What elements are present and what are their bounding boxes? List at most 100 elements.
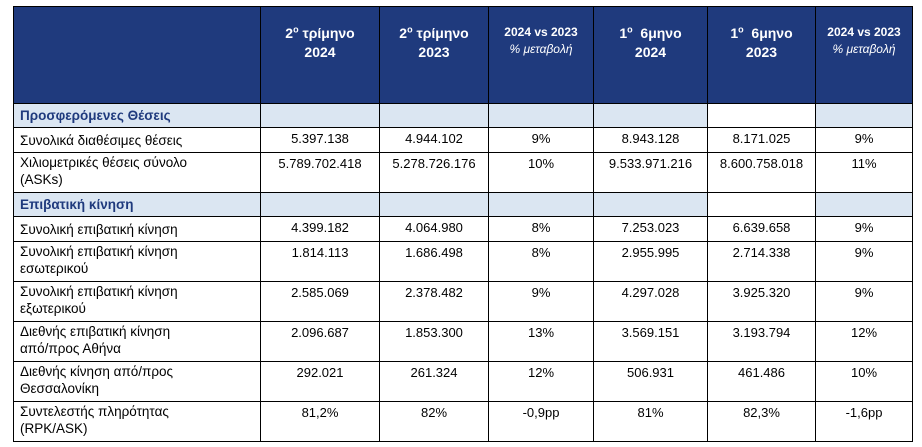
- table-row: Συνολική επιβατική κίνηση εσωτερικού 1.814…: [13, 241, 913, 282]
- header-compare-title: 2024 vs 2023: [504, 25, 578, 39]
- change-cell: 10%: [488, 152, 594, 193]
- value-cell: 3.925.320: [707, 281, 816, 322]
- row-label-line1: Συνολική επιβατική κίνηση: [20, 244, 178, 259]
- change-cell: 9%: [815, 216, 913, 242]
- change-cell: 12%: [815, 321, 913, 362]
- change-cell: -1,6pp: [815, 401, 913, 442]
- value-cell: 1.686.498: [379, 241, 489, 282]
- value-cell: 1.814.113: [260, 241, 380, 282]
- change-cell: 12%: [488, 361, 594, 402]
- header-period: τρίμηνο: [416, 25, 469, 41]
- row-label: Συντελεστής πληρότητας (RPK/ASK): [13, 401, 261, 442]
- value-cell: 3.569.151: [593, 321, 708, 362]
- row-label-line2: εσωτερικού: [20, 261, 89, 276]
- change-cell: 8%: [488, 241, 594, 282]
- table-row: Χιλιομετρικές θέσεις σύνολο (ASKs) 5.789.7…: [13, 152, 913, 193]
- col-header-q2-2024: 2ο τρίμηνο 2024: [260, 6, 380, 104]
- value-cell: 2.378.482: [379, 281, 489, 322]
- value-cell: 5.278.726.176: [379, 152, 489, 193]
- header-compare-sub: % μεταβολή: [832, 42, 896, 56]
- value-cell: 2.096.687: [260, 321, 380, 362]
- value-cell: 1.853.300: [379, 321, 489, 362]
- header-empty-cell: [13, 6, 261, 104]
- change-cell: 9%: [815, 127, 913, 153]
- row-label-line1: Διεθνής επιβατική κίνηση: [20, 324, 171, 339]
- row-label-line1: Χιλιομετρικές θέσεις σύνολο: [20, 155, 187, 170]
- row-label-line2: (ASKs): [20, 172, 63, 187]
- value-cell: 461.486: [707, 361, 816, 402]
- section-empty-cell: [379, 192, 489, 217]
- row-label-line2: Θεσσαλονίκη: [20, 381, 100, 396]
- value-cell: 81,2%: [260, 401, 380, 442]
- value-cell: 8.943.128: [593, 127, 708, 153]
- value-cell: 4.297.028: [593, 281, 708, 322]
- row-label-line1: Διεθνής κίνηση από/προς: [20, 364, 174, 379]
- col-header-change-quarter: 2024 vs 2023 % μεταβολή: [488, 6, 594, 104]
- header-compare-title: 2024 vs 2023: [827, 25, 901, 39]
- header-period: 6μηνο: [640, 25, 682, 41]
- row-label-line1: Συνολικά διαθέσιμες θέσεις: [20, 132, 183, 148]
- header-row: 2ο τρίμηνο 2024 2ο τρίμηνο 2023 2024 vs …: [13, 6, 913, 104]
- section-empty-cell: [815, 192, 913, 217]
- value-cell: 261.324: [379, 361, 489, 402]
- row-label-line1: Συντελεστής πληρότητας: [20, 404, 169, 419]
- section-empty-cell: [488, 192, 594, 217]
- header-year: 2023: [418, 44, 450, 60]
- header-ordinal: 2: [399, 25, 408, 41]
- traffic-table: 2ο τρίμηνο 2024 2ο τρίμηνο 2023 2024 vs …: [13, 6, 913, 442]
- header-period: 6μηνο: [751, 25, 793, 41]
- section-title: Προσφερόμενες Θέσεις: [13, 103, 261, 128]
- row-label-line2: από/προς Αθήνα: [20, 341, 121, 356]
- row-label: Συνολική επιβατική κίνηση εσωτερικού: [13, 241, 261, 282]
- change-cell: 9%: [488, 127, 594, 153]
- row-label: Συνολική επιβατική κίνηση εξωτερικού: [13, 281, 261, 322]
- table-row: Διεθνής επιβατική κίνηση από/προς Αθήνα 2.…: [13, 321, 913, 362]
- header-period: τρίμηνο: [302, 25, 355, 41]
- col-header-q2-2023: 2ο τρίμηνο 2023: [379, 6, 489, 104]
- value-cell: 7.253.023: [593, 216, 708, 242]
- header-ordinal-sup: ο: [738, 24, 744, 35]
- value-cell: 506.931: [593, 361, 708, 402]
- value-cell: 4.064.980: [379, 216, 489, 242]
- section-empty-cell: [593, 103, 708, 128]
- section-empty-cell: [260, 103, 380, 128]
- row-label-line1: Συνολική επιβατική κίνηση: [20, 221, 178, 237]
- change-cell: 9%: [488, 281, 594, 322]
- value-cell: 8.600.758.018: [707, 152, 816, 193]
- header-ordinal: 2: [285, 25, 294, 41]
- change-cell: 9%: [815, 281, 913, 322]
- section-empty-cell: [815, 103, 913, 128]
- value-cell: 4.399.182: [260, 216, 380, 242]
- col-header-change-half: 2024 vs 2023 % μεταβολή: [815, 6, 913, 104]
- change-cell: 11%: [815, 152, 913, 193]
- value-cell: 5.397.138: [260, 127, 380, 153]
- value-cell: 82%: [379, 401, 489, 442]
- header-ordinal-sup: ο: [293, 24, 299, 35]
- header-ordinal: 1: [619, 25, 628, 41]
- change-cell: 8%: [488, 216, 594, 242]
- value-cell: 4.944.102: [379, 127, 489, 153]
- table-row: Συντελεστής πληρότητας (RPK/ASK) 81,2% 82% -…: [13, 401, 913, 442]
- col-header-h1-2023: 1ο 6μηνο 2023: [707, 6, 816, 104]
- section-empty-cell: [379, 103, 489, 128]
- value-cell: 5.789.702.418: [260, 152, 380, 193]
- header-year: 2024: [304, 44, 336, 60]
- row-label-line2: (RPK/ASK): [20, 421, 88, 436]
- header-ordinal-sup: ο: [627, 24, 633, 35]
- value-cell: 6.639.658: [707, 216, 816, 242]
- section-row: Επιβατική κίνηση: [13, 192, 913, 217]
- change-cell: 10%: [815, 361, 913, 402]
- value-cell: 81%: [593, 401, 708, 442]
- value-cell: 2.585.069: [260, 281, 380, 322]
- table-row: Συνολική επιβατική κίνηση εξωτερικού 2.585…: [13, 281, 913, 322]
- table-body: Προσφερόμενες Θέσεις Συνολικά διαθέσιμες …: [13, 103, 913, 442]
- table-row: Διεθνής κίνηση από/προς Θεσσαλονίκη 292.02…: [13, 361, 913, 402]
- value-cell: 2.714.338: [707, 241, 816, 282]
- table-row: Συνολικά διαθέσιμες θέσεις 5.397.138 4.944…: [13, 127, 913, 153]
- section-empty-cell: [707, 192, 816, 217]
- value-cell: 82,3%: [707, 401, 816, 442]
- section-empty-cell: [260, 192, 380, 217]
- value-cell: 292.021: [260, 361, 380, 402]
- section-row: Προσφερόμενες Θέσεις: [13, 103, 913, 128]
- row-label: Συνολικά διαθέσιμες θέσεις: [13, 127, 261, 153]
